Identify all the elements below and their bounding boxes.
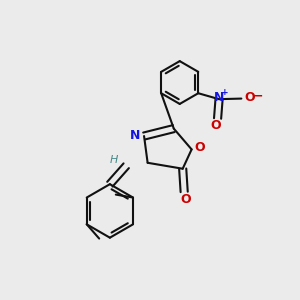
Text: H: H: [110, 155, 118, 165]
Text: O: O: [180, 193, 191, 206]
Text: −: −: [252, 89, 263, 102]
Text: O: O: [195, 141, 205, 154]
Text: N: N: [214, 91, 224, 104]
Text: N: N: [130, 129, 140, 142]
Text: O: O: [244, 91, 255, 104]
Text: +: +: [221, 88, 229, 97]
Text: O: O: [211, 118, 221, 131]
